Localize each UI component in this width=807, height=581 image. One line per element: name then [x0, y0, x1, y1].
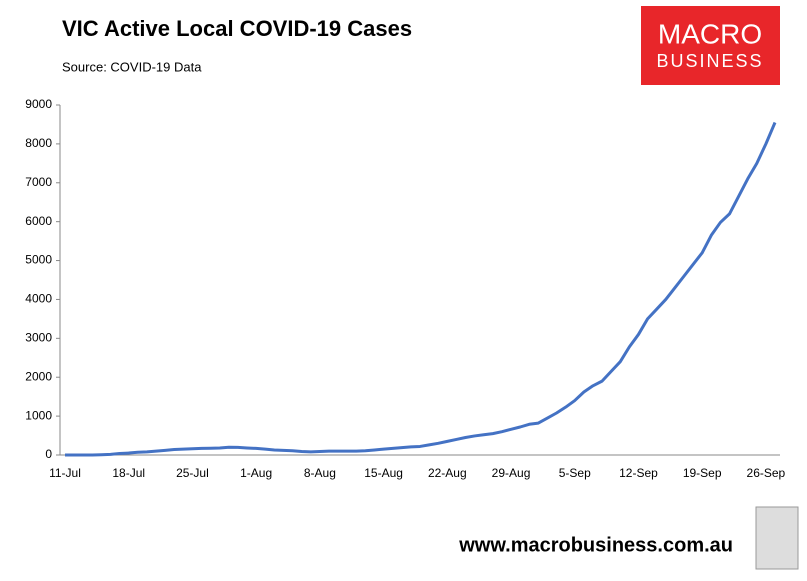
y-tick-label: 8000 [25, 136, 52, 150]
logo-text: MACRO [658, 18, 762, 49]
y-tick-label: 4000 [25, 292, 52, 306]
chart-subtitle: Source: COVID-19 Data [62, 59, 202, 74]
y-tick-label: 7000 [25, 175, 52, 189]
y-tick-label: 1000 [25, 408, 52, 422]
x-tick-label: 18-Jul [112, 466, 145, 480]
x-tick-label: 26-Sep [747, 466, 786, 480]
y-tick-label: 9000 [25, 97, 52, 111]
x-tick-label: 15-Aug [364, 466, 403, 480]
x-tick-label: 19-Sep [683, 466, 722, 480]
x-tick-label: 29-Aug [492, 466, 531, 480]
x-tick-label: 11-Jul [49, 466, 81, 480]
y-tick-label: 3000 [25, 331, 52, 345]
line [65, 121, 777, 457]
logo-text: BUSINESS [656, 51, 763, 71]
logo-box [641, 6, 780, 85]
x-tick-label: 1-Aug [240, 466, 272, 480]
y-tick-label: 2000 [25, 369, 52, 383]
x-tick-label: 12-Sep [619, 466, 658, 480]
chart-title: VIC Active Local COVID-19 Cases [62, 16, 412, 41]
x-tick-label: 25-Jul [176, 466, 209, 480]
x-tick-label: 8-Aug [304, 466, 336, 480]
wolf-icon [755, 506, 799, 570]
x-tick-label: 5-Sep [559, 466, 591, 480]
x-tick-label: 22-Aug [428, 466, 467, 480]
y-tick-label: 5000 [25, 253, 52, 267]
footer-url: www.macrobusiness.com.au [458, 534, 733, 556]
y-tick-label: 0 [45, 447, 52, 461]
y-tick-label: 6000 [25, 214, 52, 228]
